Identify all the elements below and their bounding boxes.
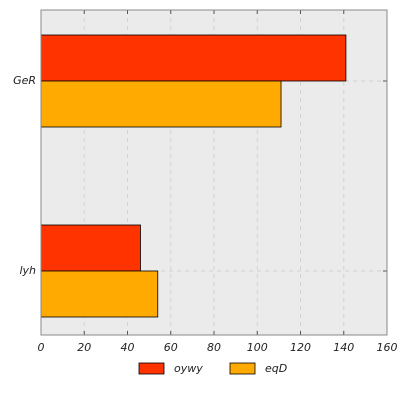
x-tick-label: 60 bbox=[164, 341, 178, 354]
x-axis: 0 20 40 60 80 100 120 140 160 bbox=[38, 341, 398, 354]
bar-oywy-lyh bbox=[40, 224, 141, 272]
x-tick-label: 40 bbox=[121, 341, 135, 354]
x-tick-label: 120 bbox=[290, 341, 311, 354]
y-tick-label: lyh bbox=[19, 264, 36, 277]
plot-frame bbox=[40, 9, 388, 336]
x-tick-label: 20 bbox=[77, 341, 91, 354]
x-tick-label: 140 bbox=[333, 341, 354, 354]
bar-eqD-lyh bbox=[40, 270, 159, 318]
bar-oywy-GeR bbox=[40, 34, 347, 82]
bar-eqD-GeR bbox=[40, 80, 282, 128]
legend-swatch-oywy bbox=[138, 362, 165, 375]
x-tick-label: 0 bbox=[38, 341, 45, 354]
legend-label-eqD: eqD bbox=[265, 362, 287, 375]
legend: oywy eqD bbox=[138, 362, 287, 375]
y-axis: GeR lyh bbox=[13, 74, 36, 277]
x-tick-label: 160 bbox=[377, 341, 398, 354]
legend-swatch-eqD bbox=[229, 362, 256, 375]
x-tick-label: 80 bbox=[207, 341, 221, 354]
bars bbox=[40, 34, 347, 318]
y-tick-label: GeR bbox=[13, 74, 36, 87]
x-tick-label: 100 bbox=[247, 341, 268, 354]
legend-label-oywy: oywy bbox=[174, 362, 203, 375]
